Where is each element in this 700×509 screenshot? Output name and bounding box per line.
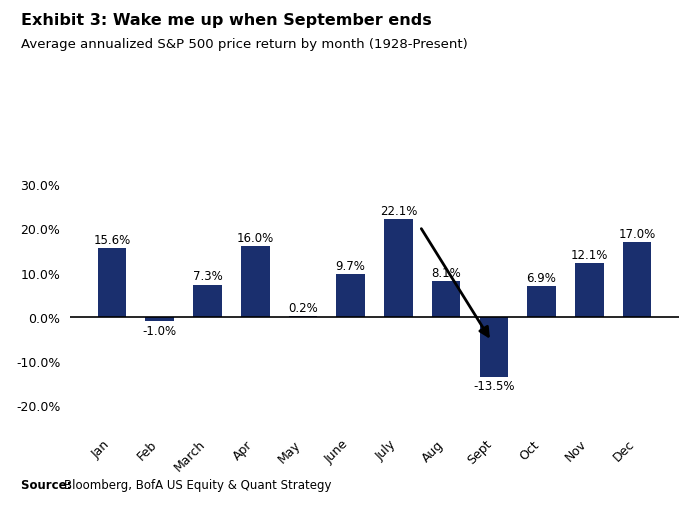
Text: 17.0%: 17.0%: [618, 227, 656, 240]
Bar: [384, 220, 413, 317]
Text: 22.1%: 22.1%: [379, 205, 417, 217]
Bar: [432, 281, 461, 317]
Bar: [193, 285, 222, 317]
Bar: [527, 287, 556, 317]
Text: Bloomberg, BofA US Equity & Quant Strategy: Bloomberg, BofA US Equity & Quant Strate…: [64, 478, 332, 491]
Bar: [575, 264, 603, 317]
Text: 8.1%: 8.1%: [431, 266, 461, 279]
Text: 9.7%: 9.7%: [336, 259, 365, 272]
Text: 15.6%: 15.6%: [93, 233, 131, 246]
Text: 16.0%: 16.0%: [237, 232, 274, 244]
Bar: [480, 317, 508, 377]
Text: 7.3%: 7.3%: [193, 270, 223, 283]
Text: 0.2%: 0.2%: [288, 301, 318, 314]
Bar: [241, 247, 270, 317]
Text: Exhibit 3: Wake me up when September ends: Exhibit 3: Wake me up when September end…: [21, 13, 432, 27]
Bar: [623, 242, 651, 317]
Text: Average annualized S&P 500 price return by month (1928-Present): Average annualized S&P 500 price return …: [21, 38, 468, 51]
Bar: [336, 274, 365, 317]
Bar: [98, 248, 126, 317]
Text: -13.5%: -13.5%: [473, 379, 514, 392]
Text: Source:: Source:: [21, 478, 76, 491]
Text: 6.9%: 6.9%: [526, 272, 556, 285]
Text: 12.1%: 12.1%: [570, 249, 608, 262]
Bar: [146, 317, 174, 322]
Text: -1.0%: -1.0%: [143, 324, 177, 337]
